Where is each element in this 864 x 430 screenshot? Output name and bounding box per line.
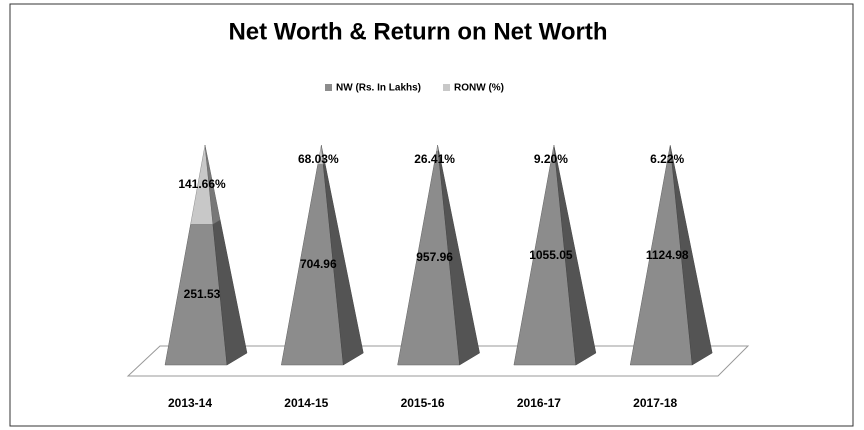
- pyramid-side: [204, 144, 221, 225]
- legend-label: NW (Rs. In Lakhs): [336, 83, 421, 94]
- pyramid-side: [321, 144, 326, 165]
- x-tick-label: 2017-18: [633, 396, 677, 410]
- chart-title: Net Worth & Return on Net Worth: [228, 18, 607, 45]
- x-tick-label: 2015-16: [401, 396, 445, 410]
- pyramid-side: [437, 144, 440, 152]
- data-label: 251.53: [184, 287, 221, 301]
- data-label: 6.22%: [650, 152, 684, 166]
- pyramid-segment: [317, 144, 326, 165]
- data-label: 26.41%: [414, 152, 455, 166]
- pyramid-segment: [190, 144, 221, 225]
- x-tick-label: 2014-15: [284, 396, 328, 410]
- legend-label: RONW (%): [454, 83, 504, 94]
- data-label: 141.66%: [178, 177, 226, 191]
- pyramid-segment: [553, 144, 555, 148]
- pyramid-segment: [436, 144, 440, 152]
- pyramid-segment: [281, 162, 364, 366]
- legend-swatch: [443, 84, 451, 91]
- data-label: 957.96: [416, 250, 453, 264]
- legend-swatch: [325, 84, 332, 91]
- x-tick-label: 2016-17: [517, 396, 561, 410]
- data-label: 9.20%: [534, 152, 568, 166]
- data-label: 68.03%: [298, 152, 339, 166]
- data-label: 704.96: [300, 257, 337, 271]
- x-tick-label: 2013-14: [168, 396, 212, 410]
- data-label: 1124.98: [646, 248, 689, 262]
- data-label: 1055.05: [529, 248, 573, 262]
- pyramid-segment: [164, 219, 248, 366]
